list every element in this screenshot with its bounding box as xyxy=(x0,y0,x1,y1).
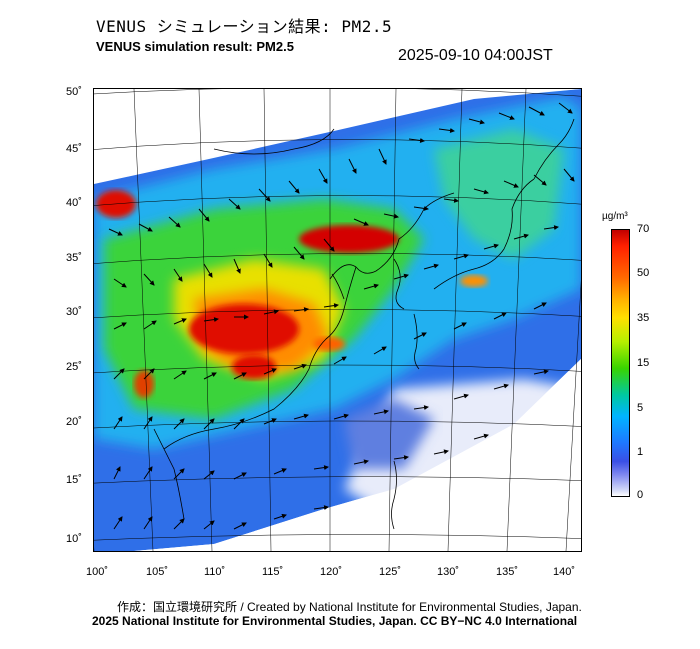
lon-label-130: 130˚ xyxy=(437,566,460,578)
colorbar-label-35: 35 xyxy=(637,312,650,324)
outside-domain-mask-south xyxy=(94,359,581,551)
hotspot-yellow-sea xyxy=(313,337,345,351)
colorbar-label-70: 70 xyxy=(637,223,650,235)
credit-line: 作成：国立環境研究所 / Created by National Institu… xyxy=(117,600,582,614)
hotspot-north-china xyxy=(299,225,399,253)
colorbar-label-5: 5 xyxy=(637,402,644,414)
lat-label-35: 35˚ xyxy=(66,252,82,264)
moderate-low-region-east xyxy=(434,129,564,259)
lat-label-25: 25˚ xyxy=(66,361,82,373)
lat-label-40: 40˚ xyxy=(66,197,82,209)
lon-label-125: 125˚ xyxy=(379,566,402,578)
lon-label-115: 115˚ xyxy=(262,566,284,578)
lon-label-100: 100˚ xyxy=(86,566,109,578)
lon-label-120: 120˚ xyxy=(320,566,343,578)
lon-label-110: 110˚ xyxy=(204,566,226,578)
hotspot-japan xyxy=(460,275,488,287)
colorbar-label-50: 50 xyxy=(637,267,650,279)
lat-label-20: 20˚ xyxy=(66,416,82,428)
coastlines xyxy=(153,118,575,530)
lon-label-140: 140˚ xyxy=(553,566,576,578)
forecast-timestamp: 2025-09-10 04:00JST xyxy=(398,47,553,64)
colorbar-label-0: 0 xyxy=(637,489,644,501)
colorbar-label-15: 15 xyxy=(637,357,650,369)
lat-label-30: 30˚ xyxy=(66,306,82,318)
outside-domain-mask xyxy=(94,89,581,181)
colorbar-unit: µg/m³ xyxy=(602,211,628,222)
clean-ocean-area-2 xyxy=(344,399,434,469)
lat-label-10: 10˚ xyxy=(66,533,82,545)
lon-label-135: 135˚ xyxy=(496,566,519,578)
title-japanese: VENUS シミュレーション結果: PM2.5 xyxy=(96,17,393,36)
pm25-map xyxy=(93,88,582,552)
pm25-map-canvas xyxy=(94,89,581,551)
colorbar xyxy=(611,229,630,497)
lon-label-105: 105˚ xyxy=(146,566,169,578)
hotspot-south xyxy=(232,355,276,379)
wind-vectors xyxy=(108,102,575,530)
lat-label-50: 50˚ xyxy=(66,86,82,98)
graticule xyxy=(94,89,581,551)
hotspot-west xyxy=(96,190,136,218)
title-english: VENUS simulation result: PM2.5 xyxy=(96,39,294,54)
lat-label-15: 15˚ xyxy=(66,474,82,486)
colorbar-label-1: 1 xyxy=(637,446,644,458)
hotspot-central-china xyxy=(189,304,299,354)
copyright-line: 2025 National Institute for Environmenta… xyxy=(92,614,578,628)
lat-label-45: 45˚ xyxy=(66,143,82,155)
hotspot-sw xyxy=(134,370,154,398)
